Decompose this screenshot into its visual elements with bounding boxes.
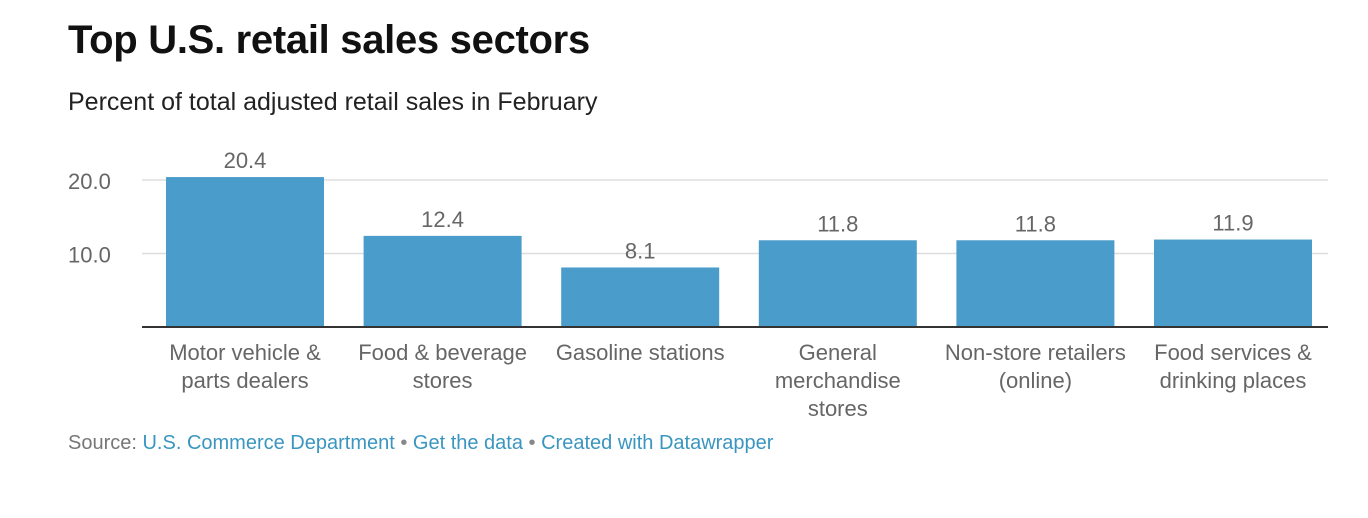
source-link[interactable]: U.S. Commerce Department [142, 432, 395, 454]
bar-value-label: 8.1 [625, 238, 656, 263]
chart-title: Top U.S. retail sales sectors [68, 18, 590, 62]
bar[interactable] [363, 235, 522, 327]
y-tick-label: 10.0 [68, 243, 111, 268]
chart-footer: Source: U.S. Commerce Department • Get t… [68, 432, 773, 455]
bar-value-label: 11.8 [817, 211, 858, 236]
datawrapper-link[interactable]: Created with Datawrapper [541, 432, 774, 454]
source-label: Source: [68, 432, 143, 454]
bar[interactable] [956, 240, 1115, 327]
get-data-link[interactable]: Get the data [412, 432, 523, 454]
bar-value-label: 11.8 [1015, 211, 1056, 236]
footer-separator: • [522, 432, 542, 454]
category-label: Food & beverage stores [358, 340, 527, 393]
category-label: Non-store retailers (online) [945, 340, 1126, 393]
bar-value-label: 11.9 [1212, 211, 1253, 236]
chart-subtitle: Percent of total adjusted retail sales i… [68, 88, 598, 116]
bar-value-label: 12.4 [421, 207, 464, 232]
bar-chart: 10.0 20.0 20.4 Motor vehicle & parts dealers… [68, 148, 1328, 421]
footer-separator: • [394, 432, 413, 454]
category-label: Motor vehicle & parts dealers [169, 340, 321, 393]
category-label: Gasoline stations [556, 340, 725, 365]
bar-value-label: 20.4 [224, 148, 267, 173]
category-label: General merchandise stores [775, 340, 901, 421]
bar[interactable] [166, 177, 324, 327]
y-tick-label: 20.0 [68, 169, 111, 194]
bar[interactable] [1154, 239, 1312, 327]
category-label: Food services & drinking places [1154, 340, 1312, 393]
bar[interactable] [758, 240, 917, 327]
bar[interactable] [561, 267, 720, 327]
